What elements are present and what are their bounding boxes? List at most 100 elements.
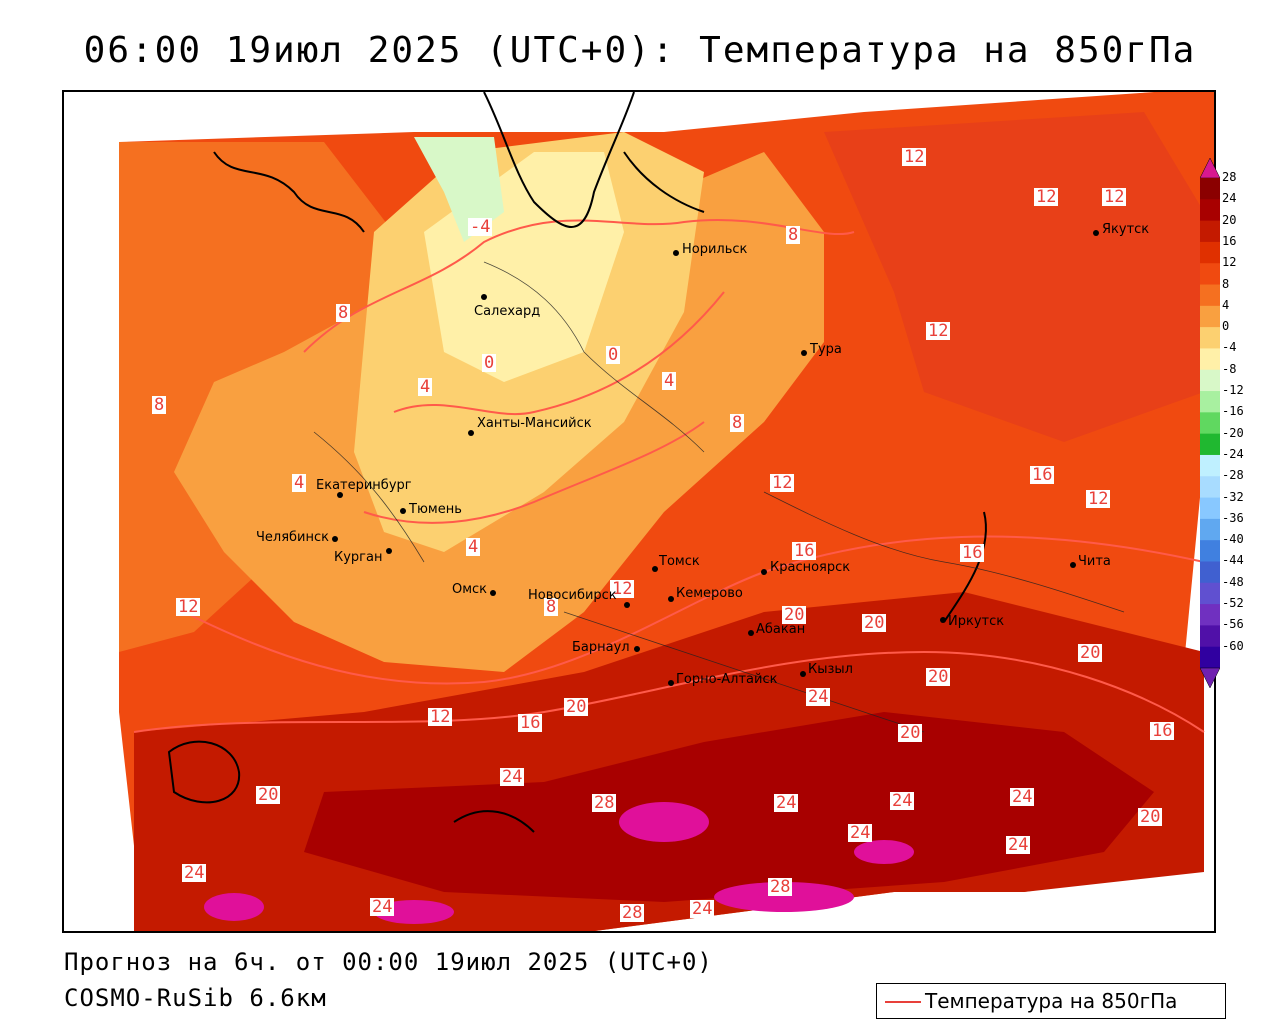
contour-label: 24: [848, 823, 873, 843]
contour-label: 16: [792, 541, 817, 561]
colorbar-top-arrow: [1200, 158, 1220, 179]
forecast-caption: Прогноз на 6ч. от 00:00 19июл 2025 (UTC+…: [64, 948, 713, 976]
colorbar-bottom-arrow: [1200, 667, 1220, 688]
colorbar-tick-label: -32: [1222, 489, 1244, 504]
city-label: Томск: [659, 554, 700, 569]
contour-label: 12: [770, 473, 795, 493]
contour-label: 0: [482, 353, 497, 373]
city-marker: [337, 492, 343, 498]
colorbar-swatch: [1200, 391, 1220, 413]
colorbar-swatch: [1200, 412, 1220, 435]
city-marker: [1093, 230, 1099, 236]
map-area[interactable]: 12 12 12 12 8 8 0 0 4 4 8 4 12 16 16 16 …: [62, 90, 1216, 933]
colorbar-swatch: [1200, 646, 1220, 669]
colorbar-tick-label: -56: [1222, 617, 1244, 632]
colorbar-swatch: [1200, 433, 1220, 456]
colorbar-tick-label: 4: [1222, 297, 1230, 312]
colorbar: [1200, 158, 1220, 688]
contour-label: 8: [730, 413, 745, 433]
contour-label: 20: [862, 613, 887, 633]
city-label: Новосибирск: [528, 588, 617, 603]
city-marker: [668, 596, 674, 602]
city-label: Омск: [452, 582, 488, 597]
legend-line-swatch: [885, 1001, 921, 1003]
colorbar-tick-label: -44: [1222, 553, 1244, 568]
colorbar-tick-label: -40: [1222, 532, 1244, 547]
contour-label: 24: [1006, 835, 1031, 855]
contour-label: 20: [898, 723, 923, 743]
colorbar-swatch: [1200, 604, 1220, 626]
contour-label: 16: [1150, 721, 1175, 741]
city-label: Салехард: [474, 304, 541, 319]
colorbar-swatch: [1200, 497, 1220, 520]
colorbar-swatch: [1200, 625, 1220, 648]
city-marker: [490, 590, 496, 596]
contour-label: 12: [610, 579, 635, 599]
contour-label: 8: [544, 597, 559, 617]
colorbar-swatch: [1200, 284, 1220, 307]
contour-label: 4: [418, 377, 433, 397]
colorbar-swatch: [1200, 369, 1220, 392]
colorbar-tick-label: -48: [1222, 574, 1244, 589]
colorbar-tick-label: -20: [1222, 425, 1244, 440]
colorbar-swatch: [1200, 561, 1220, 584]
city-marker: [468, 430, 474, 436]
contour-label: 24: [806, 687, 831, 707]
city-label: Барнаул: [572, 640, 630, 655]
colorbar-tick-label: -24: [1222, 446, 1244, 461]
colorbar-tick-label: -28: [1222, 468, 1244, 483]
colorbar-tick-label: -8: [1222, 361, 1237, 376]
city-marker: [400, 508, 406, 514]
city-label: Челябинск: [256, 530, 330, 545]
colorbar-tick-label: 16: [1222, 233, 1237, 248]
contour-label: 20: [926, 667, 951, 687]
city-label: Кызыл: [808, 662, 853, 677]
contour-label: 12: [428, 707, 453, 727]
colorbar-tick-label: 20: [1222, 212, 1237, 227]
colorbar-tick-label: 8: [1222, 276, 1230, 291]
colorbar-swatch: [1200, 199, 1220, 222]
city-label: Абакан: [756, 622, 806, 637]
contour-label: 28: [592, 793, 617, 813]
contour-label: 12: [176, 597, 201, 617]
colorbar-tick-label: -16: [1222, 404, 1244, 419]
colorbar-tick-label: 0: [1222, 319, 1230, 334]
colorbar-swatch: [1200, 454, 1220, 477]
colorbar-swatch: [1200, 305, 1220, 328]
legend: Температура на 850гПа: [876, 983, 1226, 1019]
city-marker: [668, 680, 674, 686]
city-marker: [800, 671, 806, 677]
colorbar-swatch: [1200, 476, 1220, 499]
colorbar-swatch: [1200, 220, 1220, 243]
contour-label: 24: [890, 791, 915, 811]
colorbar-tick-label: -4: [1222, 340, 1237, 355]
contour-label: 28: [620, 903, 645, 923]
contour-label: 24: [690, 899, 715, 919]
contour-label: 16: [1030, 465, 1055, 485]
colorbar-swatch: [1200, 178, 1220, 200]
city-marker: [748, 630, 754, 636]
contour-label: 0: [606, 345, 621, 365]
colorbar-swatch: [1200, 263, 1220, 286]
colorbar-tick-label: -52: [1222, 596, 1244, 611]
city-label: Тура: [810, 342, 842, 357]
city-label: Ханты-Мансийск: [477, 416, 592, 431]
contour-label: 24: [1010, 787, 1035, 807]
contour-label: 4: [466, 537, 481, 557]
city-label: Горно-Алтайск: [676, 672, 778, 687]
colorbar-swatch: [1200, 582, 1220, 605]
city-marker: [673, 250, 679, 256]
colorbar-tick-label: -12: [1222, 383, 1244, 398]
city-marker: [1070, 562, 1076, 568]
city-label: Красноярск: [770, 560, 851, 575]
colorbar-swatch: [1200, 241, 1220, 264]
legend-label: Температура на 850гПа: [925, 989, 1178, 1013]
contour-label: 24: [774, 793, 799, 813]
contour-label: 4: [292, 473, 307, 493]
colorbar-swatch: [1200, 348, 1220, 371]
contour-label: 12: [902, 147, 927, 167]
contour-label: 24: [500, 767, 525, 787]
city-label: Тюмень: [409, 502, 462, 517]
contour-label: 20: [782, 605, 807, 625]
map-title: 06:00 19июл 2025 (UTC+0): Температура на…: [83, 30, 1197, 71]
